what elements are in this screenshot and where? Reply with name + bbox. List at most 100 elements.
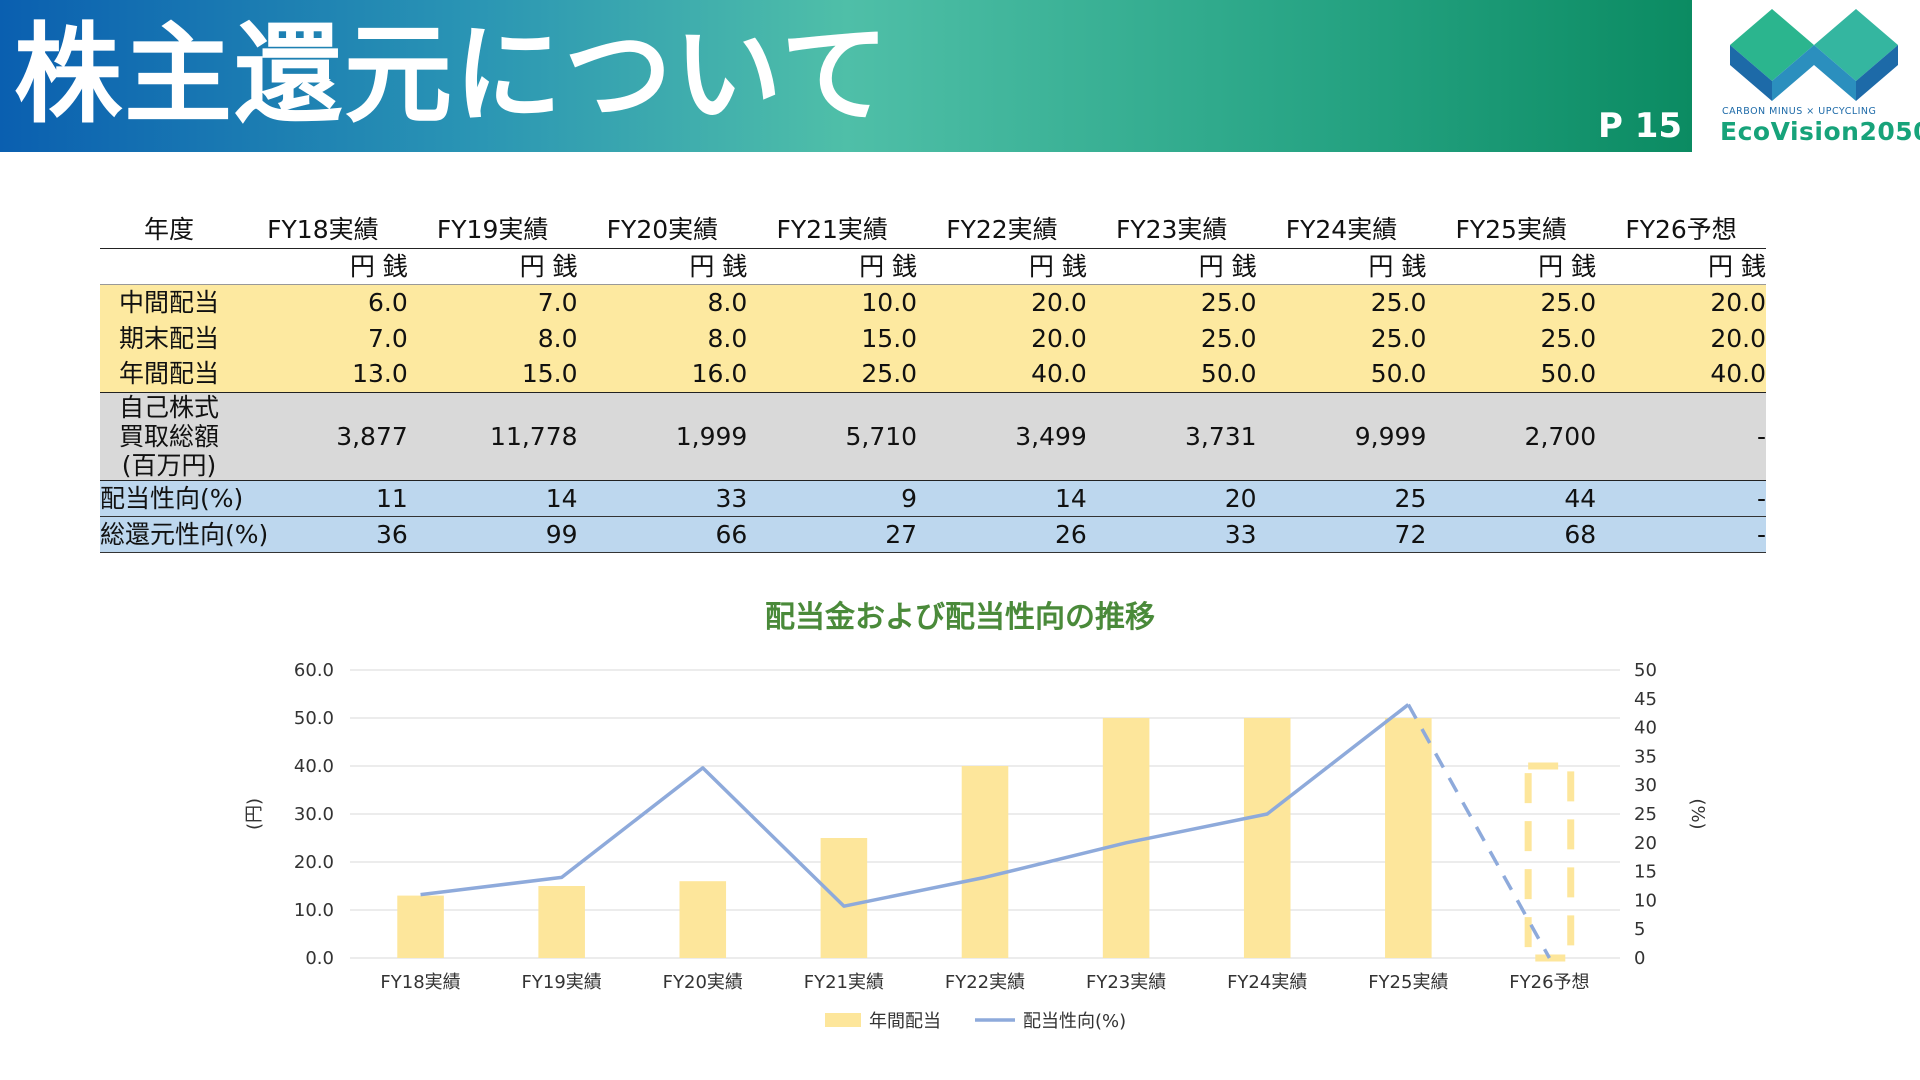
table-cell: 44 bbox=[1426, 480, 1597, 517]
row-label: 配当性向(%) bbox=[100, 480, 243, 517]
table-cell: 66 bbox=[577, 516, 748, 553]
table-cell: 36 bbox=[238, 516, 408, 553]
unit-cell: 円 銭 bbox=[407, 248, 578, 285]
bar bbox=[961, 766, 1009, 958]
table-cell: 25.0 bbox=[1086, 320, 1257, 356]
column-header: FY22実績 bbox=[917, 212, 1087, 249]
table-cell: 11 bbox=[238, 480, 408, 517]
bar bbox=[679, 881, 727, 958]
table-cell: 50.0 bbox=[1256, 356, 1427, 393]
y-axis-label: (円) bbox=[244, 798, 265, 830]
table-cell: 68 bbox=[1426, 516, 1597, 553]
table-cell: 25 bbox=[1256, 480, 1427, 517]
y2-axis-label: (%) bbox=[1687, 798, 1708, 829]
x-tick-label: FY21実績 bbox=[804, 972, 884, 993]
table-cell: 6.0 bbox=[238, 284, 408, 320]
page-title: 株主還元について bbox=[14, 13, 891, 138]
x-tick-label: FY25実績 bbox=[1368, 972, 1448, 993]
table-cell: 99 bbox=[407, 516, 578, 553]
y-tick-label: 60.0 bbox=[294, 660, 334, 681]
table-cell: 27 bbox=[747, 516, 918, 553]
bar bbox=[1385, 718, 1432, 958]
table-header-row: 年度 FY18実績 FY19実績 FY20実績 FY21実績 FY22実績 FY… bbox=[100, 212, 1766, 249]
row-label-line: 自己株式 bbox=[118, 392, 219, 422]
table-row-share-buyback: 自己株式 買取総額 (百万円) 3,877 11,778 1,999 5,710… bbox=[100, 392, 1766, 481]
table-cell: 8.0 bbox=[407, 320, 578, 356]
table-cell: 72 bbox=[1256, 516, 1427, 553]
y-tick-label: 20.0 bbox=[294, 852, 334, 873]
y2-tick-label: 0 bbox=[1634, 948, 1645, 969]
column-header: FY26予想 bbox=[1596, 212, 1766, 249]
bar bbox=[820, 838, 868, 958]
x-tick-label: FY23実績 bbox=[1086, 972, 1166, 993]
table-cell: 20.0 bbox=[917, 320, 1087, 356]
table-cell: - bbox=[1596, 480, 1766, 517]
table-cell: 8.0 bbox=[577, 320, 748, 356]
y2-tick-label: 50 bbox=[1634, 660, 1657, 681]
table-row-year-end-dividend: 期末配当 7.0 8.0 8.0 15.0 20.0 25.0 25.0 25.… bbox=[100, 320, 1766, 356]
row-label: 自己株式 買取総額 (百万円) bbox=[100, 392, 238, 481]
x-tick-label: FY26予想 bbox=[1509, 972, 1589, 993]
row-label: 期末配当 bbox=[100, 320, 238, 356]
unit-cell: 円 銭 bbox=[1426, 248, 1597, 285]
column-header: FY25実績 bbox=[1426, 212, 1597, 249]
column-header: FY18実績 bbox=[238, 212, 408, 249]
legend-label: 配当性向(%) bbox=[1023, 1011, 1126, 1032]
page-number: P 15 bbox=[1598, 106, 1683, 146]
table-cell: 2,700 bbox=[1426, 392, 1597, 481]
table-cell: 20.0 bbox=[917, 284, 1087, 320]
table-row-payout-ratio: 配当性向(%) 11 14 33 9 14 20 25 44 - bbox=[100, 480, 1766, 517]
y2-tick-label: 25 bbox=[1634, 804, 1657, 825]
x-tick-label: FY22実績 bbox=[945, 972, 1025, 993]
y-tick-label: 0.0 bbox=[305, 948, 334, 969]
header-banner: 株主還元について P 15 bbox=[0, 0, 1692, 152]
table-cell: 14 bbox=[917, 480, 1087, 517]
unit-cell: 円 銭 bbox=[577, 248, 748, 285]
chart-title: 配当金および配当性向の推移 bbox=[765, 600, 1155, 635]
row-label: 総還元性向(%) bbox=[100, 516, 268, 553]
table-cell: 25.0 bbox=[1086, 284, 1257, 320]
table-cell: 5,710 bbox=[747, 392, 918, 481]
table-cell: 3,499 bbox=[917, 392, 1087, 481]
bar bbox=[538, 886, 585, 958]
table-cell: 20.0 bbox=[1596, 284, 1766, 320]
table-cell: 25.0 bbox=[1426, 320, 1597, 356]
table-cell: 25.0 bbox=[1426, 284, 1597, 320]
legend-swatch-bar bbox=[825, 1013, 861, 1027]
y2-tick-label: 30 bbox=[1634, 775, 1657, 796]
table-cell bbox=[100, 248, 238, 285]
ecovision-logo-icon bbox=[1730, 9, 1898, 101]
logo-tagline: CARBON MINUS × UPCYCLING bbox=[1722, 106, 1877, 117]
table-cell: 7.0 bbox=[407, 284, 578, 320]
y2-tick-label: 15 bbox=[1634, 862, 1657, 883]
bar bbox=[1243, 718, 1291, 958]
table-row-total-return-ratio: 総還元性向(%) 36 99 66 27 26 33 72 68 - bbox=[100, 516, 1766, 553]
table-cell: 25.0 bbox=[747, 356, 918, 393]
table-cell: 8.0 bbox=[577, 284, 748, 320]
table-row-annual-dividend: 年間配当 13.0 15.0 16.0 25.0 40.0 50.0 50.0 … bbox=[100, 356, 1766, 393]
y2-tick-label: 20 bbox=[1634, 833, 1657, 854]
table-cell: 40.0 bbox=[917, 356, 1087, 393]
table-cell: 7.0 bbox=[238, 320, 408, 356]
unit-cell: 円 銭 bbox=[1256, 248, 1427, 285]
table-cell: 33 bbox=[1086, 516, 1257, 553]
y2-tick-label: 40 bbox=[1634, 718, 1657, 739]
table-cell: 9 bbox=[747, 480, 918, 517]
column-header: FY24実績 bbox=[1256, 212, 1427, 249]
table-cell: 14 bbox=[407, 480, 578, 517]
table-cell: 11,778 bbox=[407, 392, 578, 481]
column-header: 年度 bbox=[100, 212, 238, 249]
table-cell: 3,877 bbox=[238, 392, 408, 481]
y2-tick-label: 10 bbox=[1634, 890, 1657, 911]
dividend-table: 年度 FY18実績 FY19実績 FY20実績 FY21実績 FY22実績 FY… bbox=[100, 212, 1766, 553]
row-label: 年間配当 bbox=[100, 356, 238, 393]
table-cell: 10.0 bbox=[747, 284, 918, 320]
y2-tick-label: 5 bbox=[1634, 919, 1645, 940]
column-header: FY23実績 bbox=[1086, 212, 1257, 249]
table-cell: 40.0 bbox=[1596, 356, 1766, 393]
unit-cell: 円 銭 bbox=[1086, 248, 1257, 285]
table-cell: 3,731 bbox=[1086, 392, 1257, 481]
dividend-payout-chart: 0.0 10.0 20.0 30.0 40.0 50.0 60.0 0 5 10 15 20 25 30 3… bbox=[244, 660, 1708, 1032]
x-tick-label: FY20実績 bbox=[663, 972, 743, 993]
table-cell: 50.0 bbox=[1086, 356, 1257, 393]
